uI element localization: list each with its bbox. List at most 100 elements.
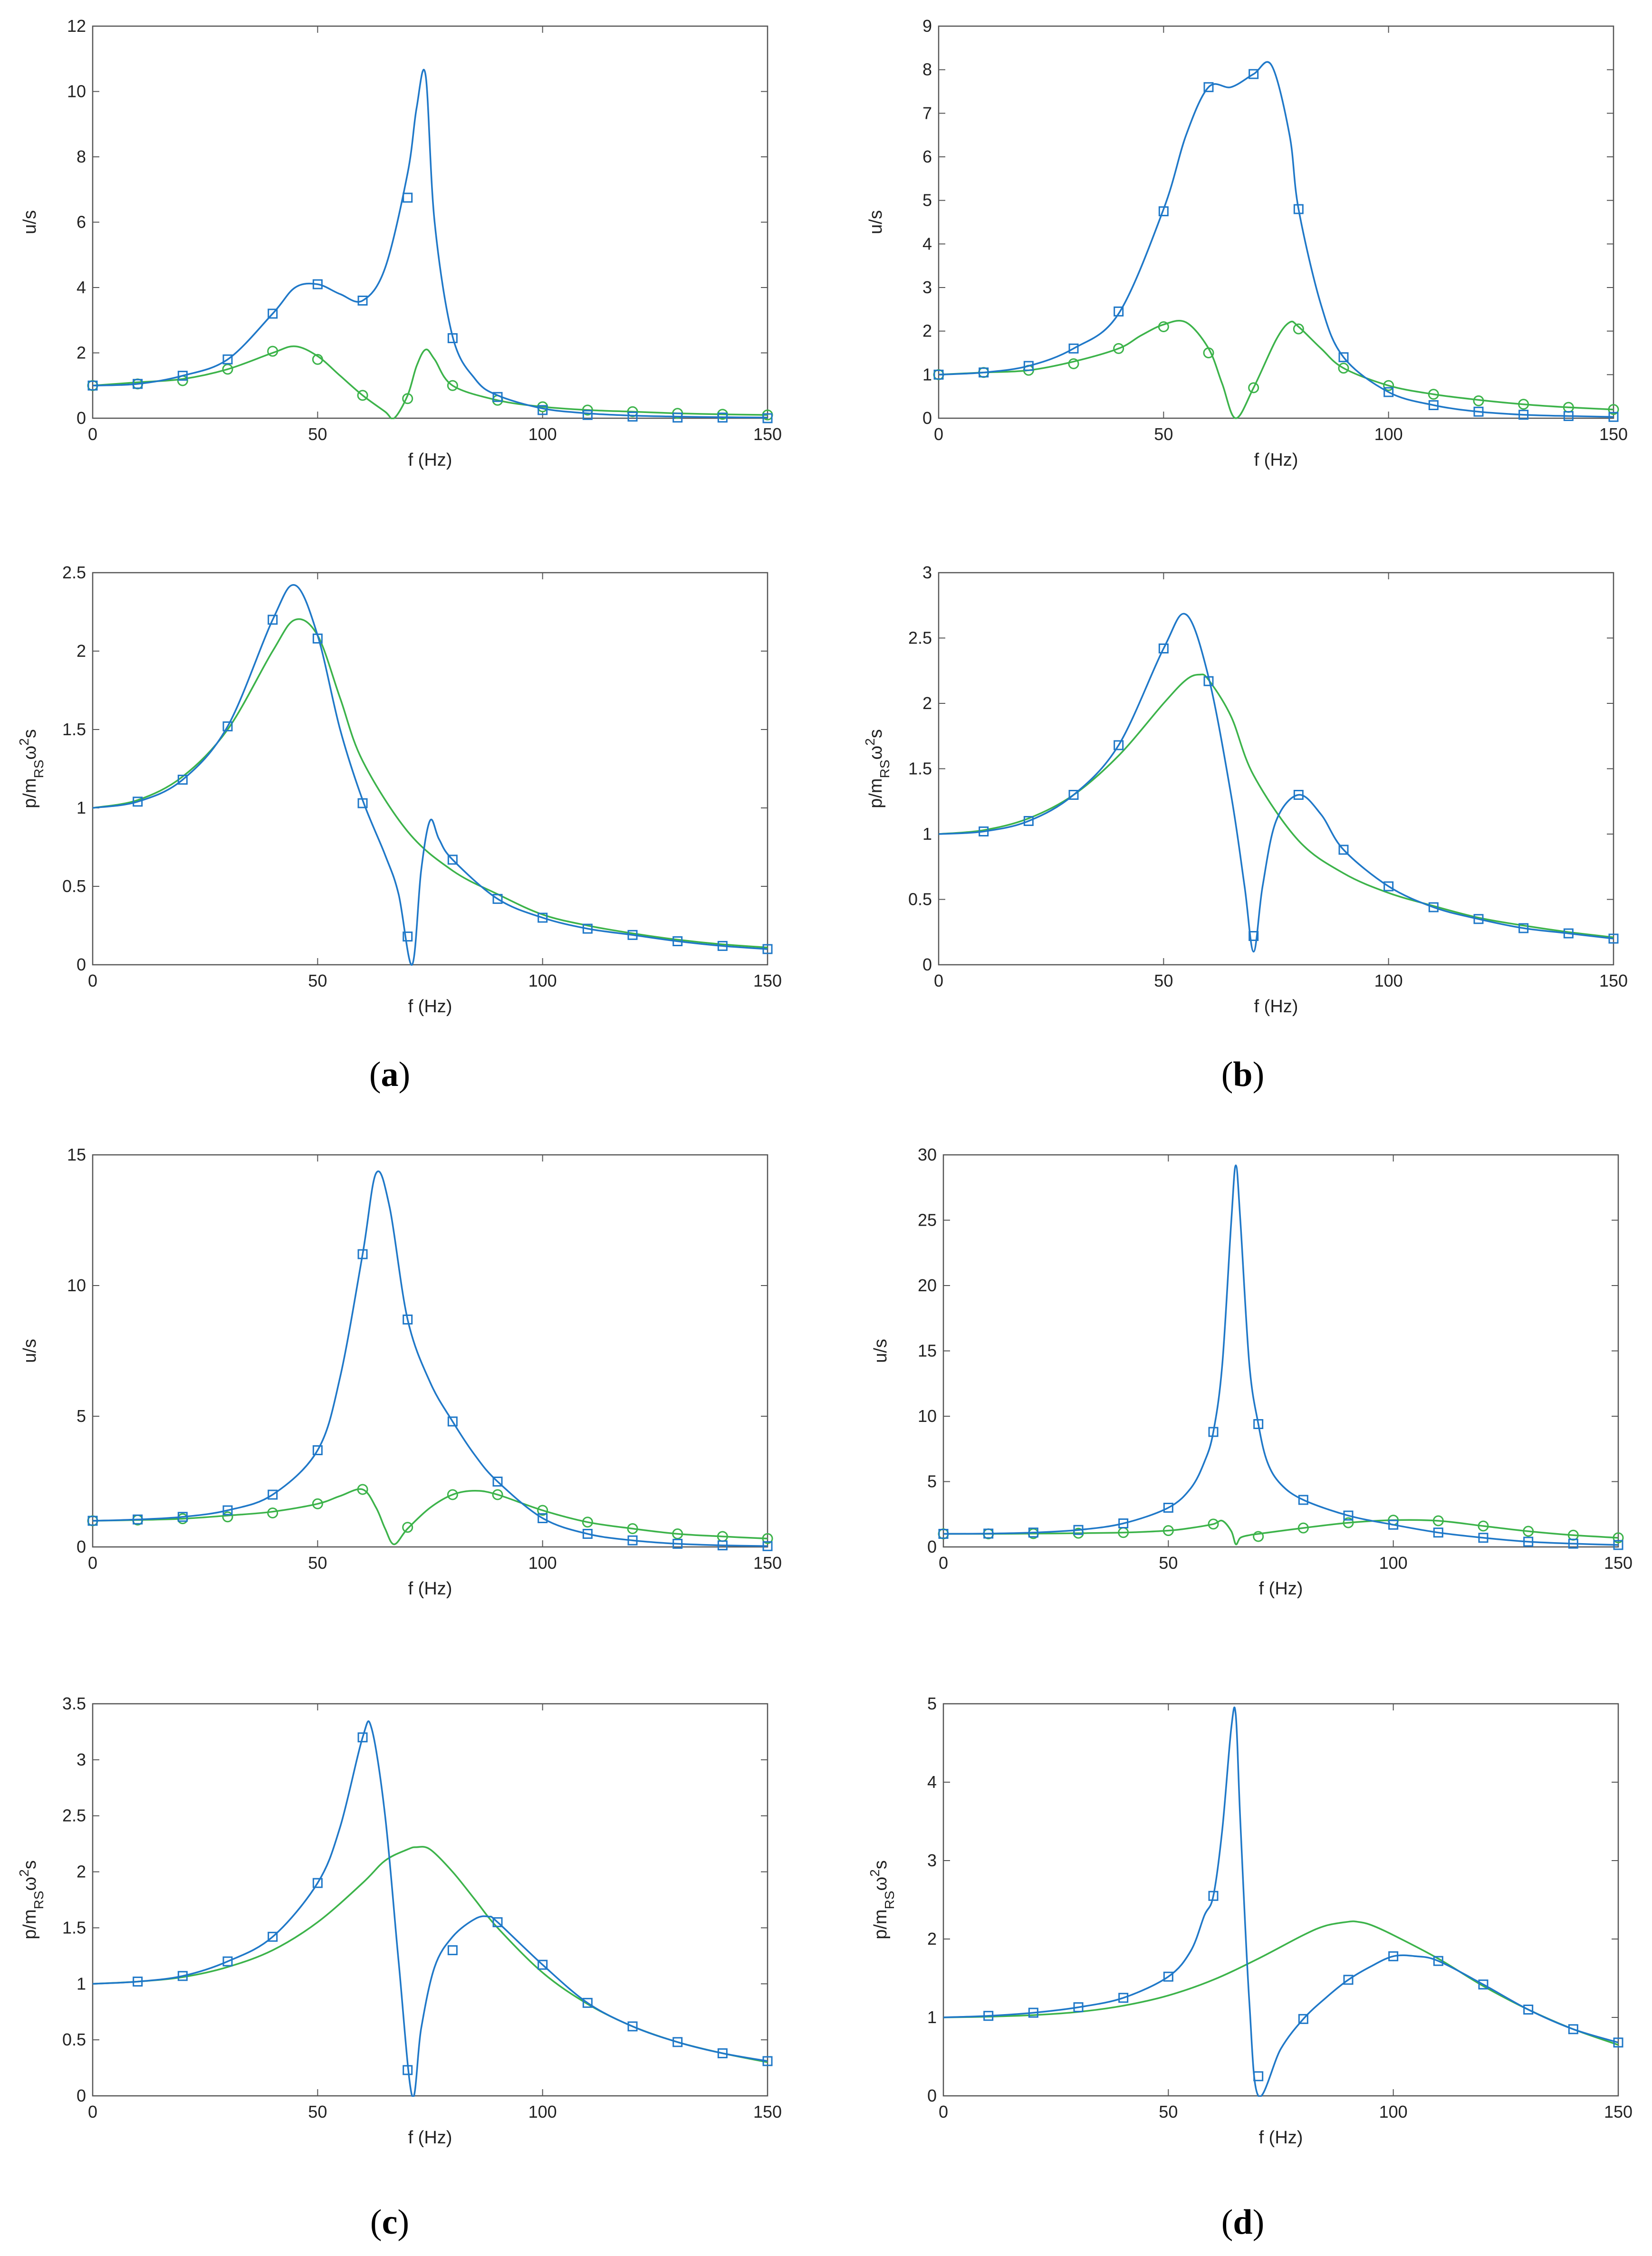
marker-square xyxy=(1293,790,1304,800)
marker-circle xyxy=(357,390,368,401)
marker-square xyxy=(538,405,548,415)
marker-square xyxy=(1518,410,1529,420)
marker-square xyxy=(1523,2005,1534,2015)
marker-square xyxy=(1253,1419,1264,1429)
y-tick-label: 3 xyxy=(922,278,932,297)
y-tick-label: 2 xyxy=(922,321,932,341)
x-tick-label: 0 xyxy=(88,1553,97,1573)
x-tick-label: 0 xyxy=(939,1553,948,1573)
marker-square xyxy=(177,775,188,785)
x-tick-label: 100 xyxy=(1374,424,1403,444)
marker-square xyxy=(133,1514,143,1525)
y-tick-label: 2.5 xyxy=(62,1806,86,1825)
marker-square xyxy=(403,931,413,942)
marker-square xyxy=(177,1512,188,1522)
marker-square xyxy=(717,413,728,423)
y-tick-label: 3 xyxy=(922,563,932,582)
x-axis-label: f (Hz) xyxy=(408,1579,452,1599)
caption-b: (b) xyxy=(1221,1055,1264,1094)
marker-circle xyxy=(1338,363,1349,374)
y-tick-label: 3.5 xyxy=(62,1694,86,1713)
plot-frame xyxy=(92,572,768,966)
x-tick-label: 150 xyxy=(753,424,782,444)
chart-a-top: 0 50 100 150 0 2 4 6 8 10 12 f (Hz) u/s xyxy=(20,16,782,470)
y-tick-label: 5 xyxy=(922,191,932,210)
series-line-green xyxy=(943,1519,1618,1546)
chart-c-bottom: 0 50 100 150 0 0.5 1 1.5 2 2.5 3 3.5 f (Hz) p/mRSω2s xyxy=(17,1694,782,2148)
marker-square xyxy=(672,2037,683,2047)
marker-square xyxy=(177,371,188,381)
y-tick-label: 4 xyxy=(922,234,932,253)
marker-circle xyxy=(222,364,233,375)
y-tick-label: 5 xyxy=(927,1472,937,1491)
plot-frame xyxy=(938,25,1614,419)
y-tick-label: 0 xyxy=(77,2086,86,2105)
chart-b-top: 0 50 100 150 0 1 2 3 4 5 6 7 8 9 f (Hz) u/s xyxy=(866,16,1628,470)
marker-square xyxy=(1478,1979,1489,1990)
marker-square xyxy=(717,1540,728,1551)
marker-square xyxy=(582,923,593,934)
chart-a-bottom: 0 50 100 150 0 0.5 1 1.5 2 2.5 f (Hz) p/mRSω2s xyxy=(17,563,782,1017)
y-tick-label: 2 xyxy=(77,641,86,661)
marker-square xyxy=(1298,1495,1308,1505)
marker-square xyxy=(1613,2037,1623,2048)
y-tick-label: 30 xyxy=(918,1145,937,1164)
y-tick-label: 4 xyxy=(77,278,86,297)
marker-square xyxy=(312,634,323,644)
marker-square xyxy=(1158,643,1169,653)
marker-square xyxy=(762,944,773,954)
marker-square xyxy=(1388,1951,1399,1961)
plot-frame xyxy=(92,1154,768,1548)
x-tick-label: 100 xyxy=(528,424,557,444)
marker-square xyxy=(1298,2014,1308,2024)
marker-square xyxy=(1073,2002,1084,2013)
marker-square xyxy=(1249,931,1259,941)
marker-square xyxy=(1114,740,1124,750)
x-tick-label: 150 xyxy=(753,2102,782,2122)
x-tick-label: 100 xyxy=(1379,1553,1408,1573)
marker-circle xyxy=(312,1498,323,1509)
marker-circle xyxy=(1343,1517,1354,1528)
marker-circle xyxy=(402,1522,413,1533)
marker-square xyxy=(582,1529,593,1539)
marker-square xyxy=(762,1541,773,1551)
marker-square xyxy=(672,936,683,946)
marker-square xyxy=(1028,1527,1038,1538)
marker-circle xyxy=(672,1528,683,1539)
marker-square xyxy=(1203,82,1214,92)
y-tick-label: 8 xyxy=(922,60,932,79)
series-line-green xyxy=(93,1488,768,1546)
marker-circle xyxy=(1428,389,1439,400)
marker-square xyxy=(1428,400,1439,410)
y-tick-label: 0 xyxy=(77,955,86,974)
x-tick-label: 150 xyxy=(753,971,782,990)
marker-circle xyxy=(1473,395,1484,406)
marker-circle xyxy=(1518,399,1529,410)
marker-circle xyxy=(1253,1531,1264,1542)
marker-circle xyxy=(1068,358,1079,369)
marker-square xyxy=(1568,2024,1578,2035)
marker-square xyxy=(933,369,944,380)
y-tick-label: 0.5 xyxy=(62,2030,86,2049)
marker-square xyxy=(1433,1956,1443,1966)
marker-square xyxy=(312,279,323,289)
marker-circle xyxy=(1158,321,1169,332)
marker-square xyxy=(627,930,638,940)
marker-circle xyxy=(357,1484,368,1495)
x-axis-label: f (Hz) xyxy=(1254,997,1298,1017)
marker-square xyxy=(447,1416,458,1427)
marker-square xyxy=(1563,411,1574,421)
marker-square xyxy=(1478,1533,1489,1543)
x-tick-label: 50 xyxy=(308,1553,327,1573)
marker-square xyxy=(1023,361,1034,371)
marker-square xyxy=(222,1505,233,1516)
series-line-blue xyxy=(93,1170,768,1547)
marker-square xyxy=(133,797,143,807)
marker-square xyxy=(268,1489,278,1500)
marker-square xyxy=(87,1516,98,1526)
y-tick-label: 0 xyxy=(922,955,932,974)
marker-square xyxy=(222,1956,233,1967)
marker-circle xyxy=(1162,1525,1174,1536)
marker-square xyxy=(1249,69,1259,79)
